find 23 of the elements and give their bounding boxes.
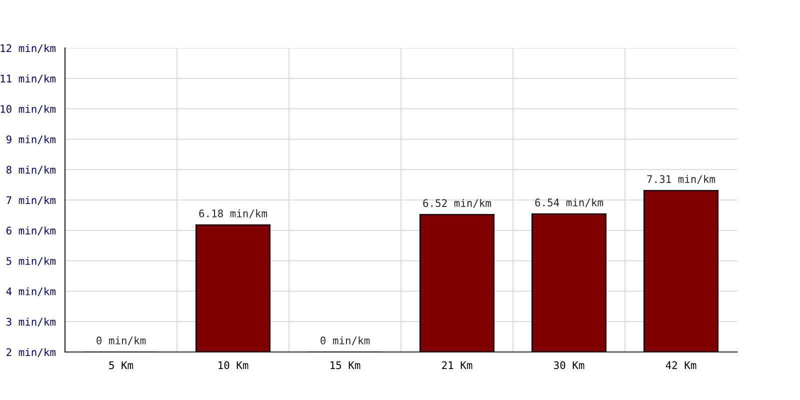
y-tick-label: 3 min/km [6, 318, 56, 327]
y-tick-label: 7 min/km [6, 196, 56, 205]
y-tick-label: 8 min/km [6, 166, 56, 175]
y-tick-label: 9 min/km [6, 135, 56, 144]
x-tick-label: 5 Km [109, 361, 134, 370]
x-tick-label: 30 Km [554, 361, 584, 370]
data-label: 7.31 min/km [647, 174, 715, 184]
data-label: 6.52 min/km [423, 198, 491, 208]
y-tick-label: 10 min/km [0, 104, 56, 114]
y-tick-label: 12 min/km [0, 44, 56, 53]
x-tick-label: 15 Km [330, 361, 360, 370]
y-tick-label: 11 min/km [0, 74, 56, 84]
y-tick-label: 5 min/km [6, 256, 56, 266]
text: 0 min/km [320, 336, 370, 346]
data-label: 6.54 min/km [535, 198, 603, 208]
x-tick-label: 10 Km [218, 361, 248, 370]
data-label: 6.18 min/km [199, 209, 267, 218]
text: 0 min/km [96, 336, 146, 346]
x-tick-label: 21 Km [442, 361, 472, 369]
y-tick-label: 6 min/km [6, 226, 56, 236]
y-tick-label: 2 min/km [6, 348, 56, 357]
y-tick-label: 4 min/km [6, 287, 56, 296]
x-tick-label: 42 Km [666, 361, 696, 369]
